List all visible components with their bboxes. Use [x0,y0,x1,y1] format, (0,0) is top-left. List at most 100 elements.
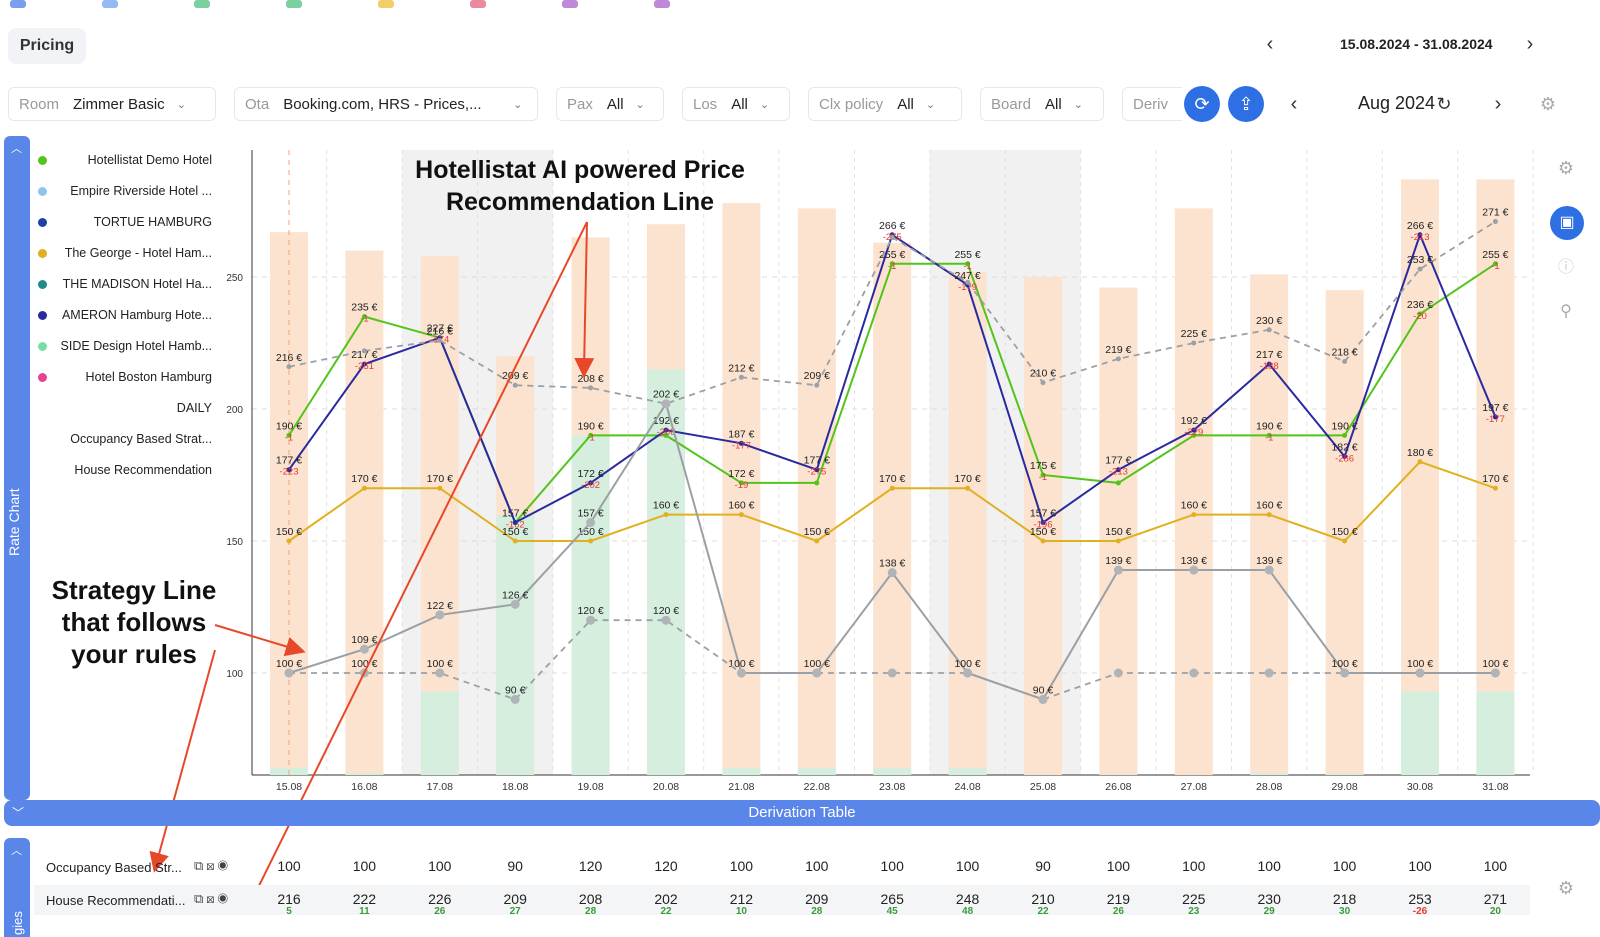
data-label: 157 € [577,508,603,520]
table-cell[interactable]: 100 [410,858,470,874]
nav-item[interactable] [654,0,670,8]
table-cell[interactable]: 100 [1088,858,1148,874]
data-label: 208 € [577,373,603,385]
chevron-left-icon[interactable]: ‹ [1290,93,1298,115]
table-cell[interactable]: 100 [259,858,319,874]
series-point [1191,427,1197,433]
derivation-table-header[interactable]: ﹀ Derivation Table [4,800,1600,826]
legend-item[interactable]: House Recommendation [34,462,214,493]
table-cell[interactable]: 100 [1239,858,1299,874]
nav-item[interactable] [562,0,578,8]
chevron-left-icon[interactable]: ‹ [1266,33,1274,55]
legend-item[interactable]: AMERON Hamburg Hote... [34,307,214,338]
row-actions[interactable]: ⧉⊠◉ [194,891,231,907]
eye-icon[interactable]: ◉ [217,858,231,873]
table-cell[interactable]: 225 23 [1164,891,1224,917]
chip-icon[interactable]: ▣ [1550,206,1584,240]
table-cell[interactable]: 100 [862,858,922,874]
data-label: 271 € [1482,207,1508,219]
table-cell[interactable]: 212 10 [711,891,771,917]
table-cell[interactable]: 100 [334,858,394,874]
table-cell[interactable]: 120 [636,858,696,874]
chevron-down-icon[interactable]: ﹀ [12,806,25,820]
table-cell[interactable]: 216 5 [259,891,319,917]
nav-item[interactable] [194,0,210,8]
chevron-up-icon[interactable]: ︿ [11,143,22,155]
data-label: 170 € [879,473,905,485]
table-cell[interactable]: 100 [711,858,771,874]
info-icon[interactable]: ⓘ [1557,259,1574,276]
filter-deriv[interactable]: Deriv [1122,87,1182,121]
data-label: 150 € [1105,526,1131,538]
table-cell[interactable]: 208 28 [561,891,621,917]
table-cell[interactable]: 265 45 [862,891,922,917]
filter-clx-policy[interactable]: Clx policy All ⌄ [808,87,962,121]
cell-value: 218 [1332,891,1357,907]
table-cell[interactable]: 253 -26 [1390,891,1450,917]
strategies-panel-tab[interactable]: ︿ gies [4,838,30,937]
copy-icon[interactable]: ⧉ [194,858,207,873]
nav-item[interactable] [470,0,486,8]
table-cell[interactable]: 100 [1164,858,1224,874]
gear-icon[interactable]: ⚙ [1539,94,1557,114]
legend-item[interactable]: Hotellistat Demo Hotel [34,152,214,183]
reload-icon[interactable]: ↻ [1436,94,1452,114]
chevron-right-icon[interactable]: › [1494,93,1502,115]
refresh-sync-button[interactable]: ⟳ [1184,86,1220,122]
table-cell[interactable]: 222 11 [334,891,394,917]
table-cell[interactable]: 210 22 [1013,891,1073,917]
nav-item[interactable] [378,0,394,8]
table-cell[interactable]: 202 22 [636,891,696,917]
table-cell[interactable]: 248 48 [938,891,998,917]
series-point [588,432,594,438]
legend-item[interactable]: DAILY [34,400,214,431]
table-cell[interactable]: 120 [561,858,621,874]
gear-icon[interactable]: ⚙ [1557,878,1575,898]
table-cell[interactable]: 219 26 [1088,891,1148,917]
legend-item[interactable]: Empire Riverside Hotel ... [34,183,214,214]
chevron-up-icon[interactable]: ︿ [11,845,22,857]
legend-item[interactable]: The George - Hotel Ham... [34,245,214,276]
rate-chart-panel-tab[interactable]: ︿ Rate Chart [4,136,30,800]
table-cell[interactable]: 209 27 [485,891,545,917]
filter-ota[interactable]: Ota Booking.com, HRS - Prices,... ⌄ [234,87,538,121]
table-cell[interactable]: 271 20 [1465,891,1525,917]
cell-value: 208 [578,891,603,907]
legend-item[interactable]: SIDE Design Hotel Hamb... [34,338,214,369]
series-point [1191,512,1197,518]
gear-icon[interactable]: ⚙ [1557,158,1575,178]
table-cell[interactable]: 90 [485,858,545,874]
eye-icon[interactable]: ◉ [217,891,231,906]
filter-pax[interactable]: Pax All ⌄ [556,87,664,121]
close-box-icon[interactable]: ⊠ [206,891,218,906]
row-actions[interactable]: ⧉⊠◉ [194,858,231,874]
table-cell[interactable]: 230 29 [1239,891,1299,917]
table-cell[interactable]: 90 [1013,858,1073,874]
series-point [1342,358,1348,364]
chevron-right-icon[interactable]: › [1526,33,1534,55]
nav-item[interactable] [102,0,118,8]
table-cell[interactable]: 100 [787,858,847,874]
tab-pricing[interactable]: Pricing [8,28,86,64]
nav-item[interactable] [286,0,302,8]
table-cell[interactable]: 209 28 [787,891,847,917]
copy-icon[interactable]: ⧉ [194,891,207,906]
upload-button[interactable]: ⇪ [1228,86,1264,122]
table-cell[interactable]: 100 [938,858,998,874]
filter-los[interactable]: Los All ⌄ [682,87,790,121]
series-point [361,361,367,367]
legend-item[interactable]: THE MADISON Hotel Ha... [34,276,214,307]
legend-item[interactable]: TORTUE HAMBURG [34,214,214,245]
table-cell[interactable]: 218 30 [1315,891,1375,917]
table-cell[interactable]: 100 [1390,858,1450,874]
filter-board[interactable]: Board All ⌄ [980,87,1104,121]
table-cell[interactable]: 100 [1465,858,1525,874]
legend-swatch [38,156,47,165]
legend-item[interactable]: Occupancy Based Strat... [34,431,214,462]
filter-room[interactable]: Room Zimmer Basic ⌄ [8,87,216,121]
table-cell[interactable]: 226 26 [410,891,470,917]
table-cell[interactable]: 100 [1315,858,1375,874]
legend-item[interactable]: Hotel Boston Hamburg [34,369,214,400]
share-icon[interactable]: ⚲ [1560,303,1572,320]
close-box-icon[interactable]: ⊠ [206,858,218,873]
